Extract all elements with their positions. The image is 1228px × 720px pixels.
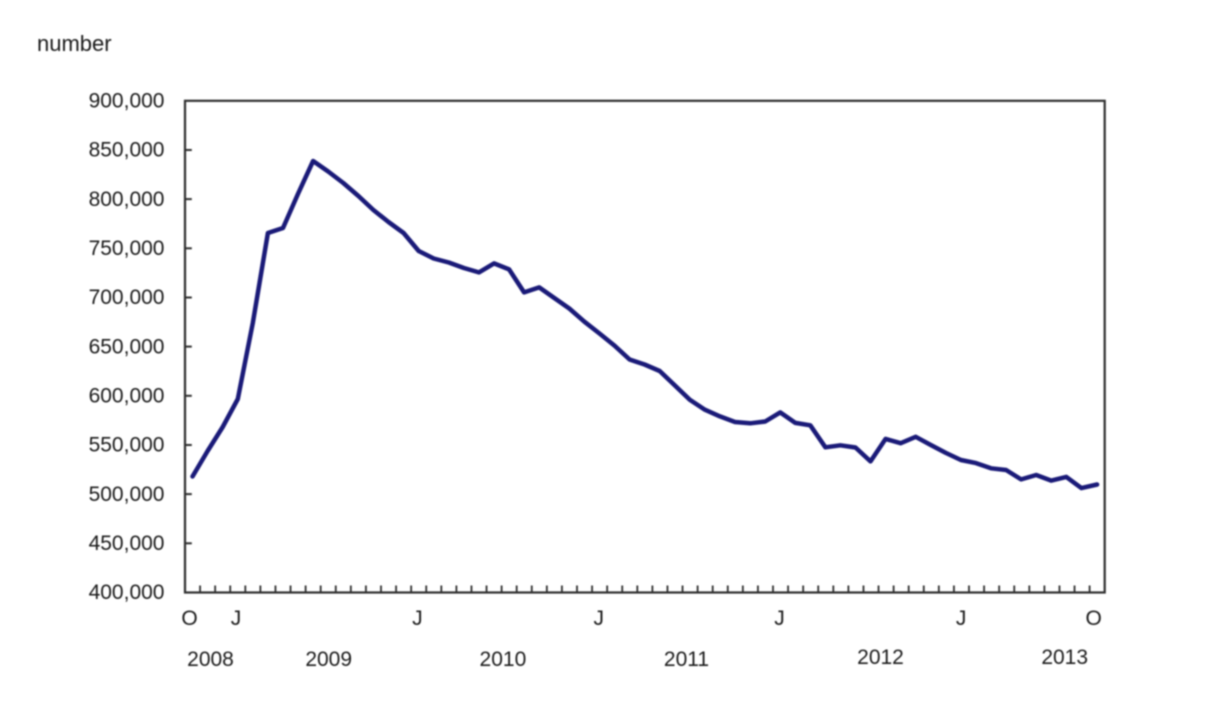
svg-text:500,000: 500,000	[89, 483, 165, 506]
svg-text:J: J	[412, 607, 423, 630]
svg-text:2009: 2009	[305, 648, 352, 671]
svg-text:number: number	[37, 31, 112, 56]
svg-text:2008: 2008	[187, 648, 234, 671]
svg-text:800,000: 800,000	[89, 188, 165, 211]
svg-text:J: J	[593, 607, 604, 630]
svg-text:O: O	[1086, 607, 1102, 630]
svg-text:400,000: 400,000	[89, 581, 165, 604]
svg-text:2013: 2013	[1041, 646, 1088, 669]
svg-text:450,000: 450,000	[89, 532, 165, 555]
svg-text:750,000: 750,000	[89, 237, 165, 260]
svg-text:550,000: 550,000	[89, 434, 165, 457]
svg-text:J: J	[774, 607, 785, 630]
svg-text:2011: 2011	[664, 648, 709, 671]
svg-text:600,000: 600,000	[89, 385, 165, 408]
svg-text:900,000: 900,000	[89, 90, 165, 113]
svg-text:J: J	[956, 607, 967, 630]
svg-text:O: O	[181, 607, 197, 630]
svg-text:2012: 2012	[857, 646, 904, 669]
svg-text:850,000: 850,000	[89, 139, 165, 162]
svg-text:650,000: 650,000	[89, 335, 165, 358]
svg-text:J: J	[231, 607, 242, 630]
svg-text:700,000: 700,000	[89, 286, 165, 309]
svg-text:2010: 2010	[480, 648, 527, 671]
